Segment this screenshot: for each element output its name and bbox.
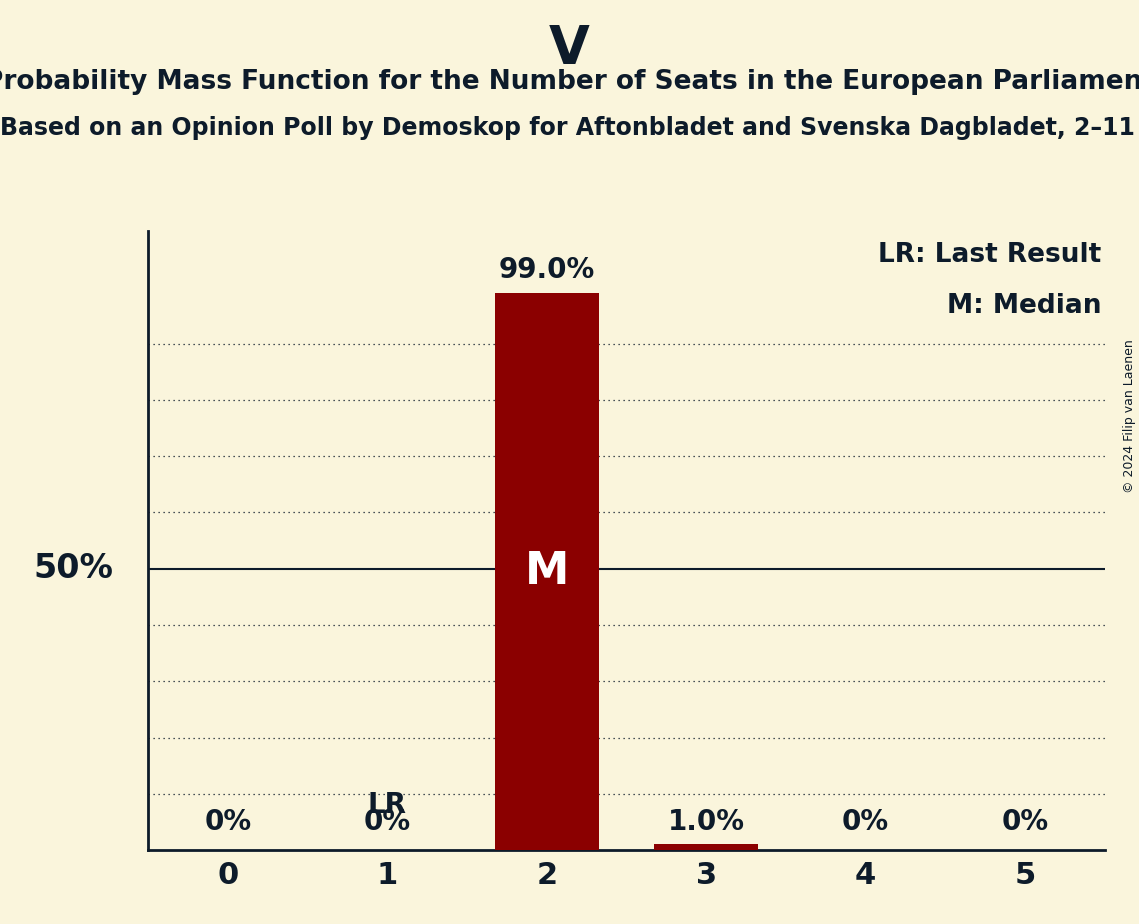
Text: 50%: 50% <box>33 553 113 585</box>
Text: LR: LR <box>368 791 407 819</box>
Bar <box>654 845 757 850</box>
Text: LR: Last Result: LR: Last Result <box>878 242 1101 268</box>
Text: Based on an Opinion Poll by Demoskop for Aftonbladet and Svenska Dagbladet, 2–11: Based on an Opinion Poll by Demoskop for… <box>0 116 1139 140</box>
Text: 0%: 0% <box>1001 808 1049 836</box>
Text: M: Median: M: Median <box>948 293 1101 319</box>
Text: M: M <box>525 550 568 593</box>
Text: V: V <box>549 23 590 75</box>
Bar <box>494 293 599 850</box>
Text: 0%: 0% <box>204 808 252 836</box>
Text: © 2024 Filip van Laenen: © 2024 Filip van Laenen <box>1123 339 1136 492</box>
Text: 0%: 0% <box>842 808 890 836</box>
Text: 99.0%: 99.0% <box>499 257 595 285</box>
Text: Probability Mass Function for the Number of Seats in the European Parliament: Probability Mass Function for the Number… <box>0 69 1139 95</box>
Text: 0%: 0% <box>363 808 411 836</box>
Text: 1.0%: 1.0% <box>667 808 745 836</box>
